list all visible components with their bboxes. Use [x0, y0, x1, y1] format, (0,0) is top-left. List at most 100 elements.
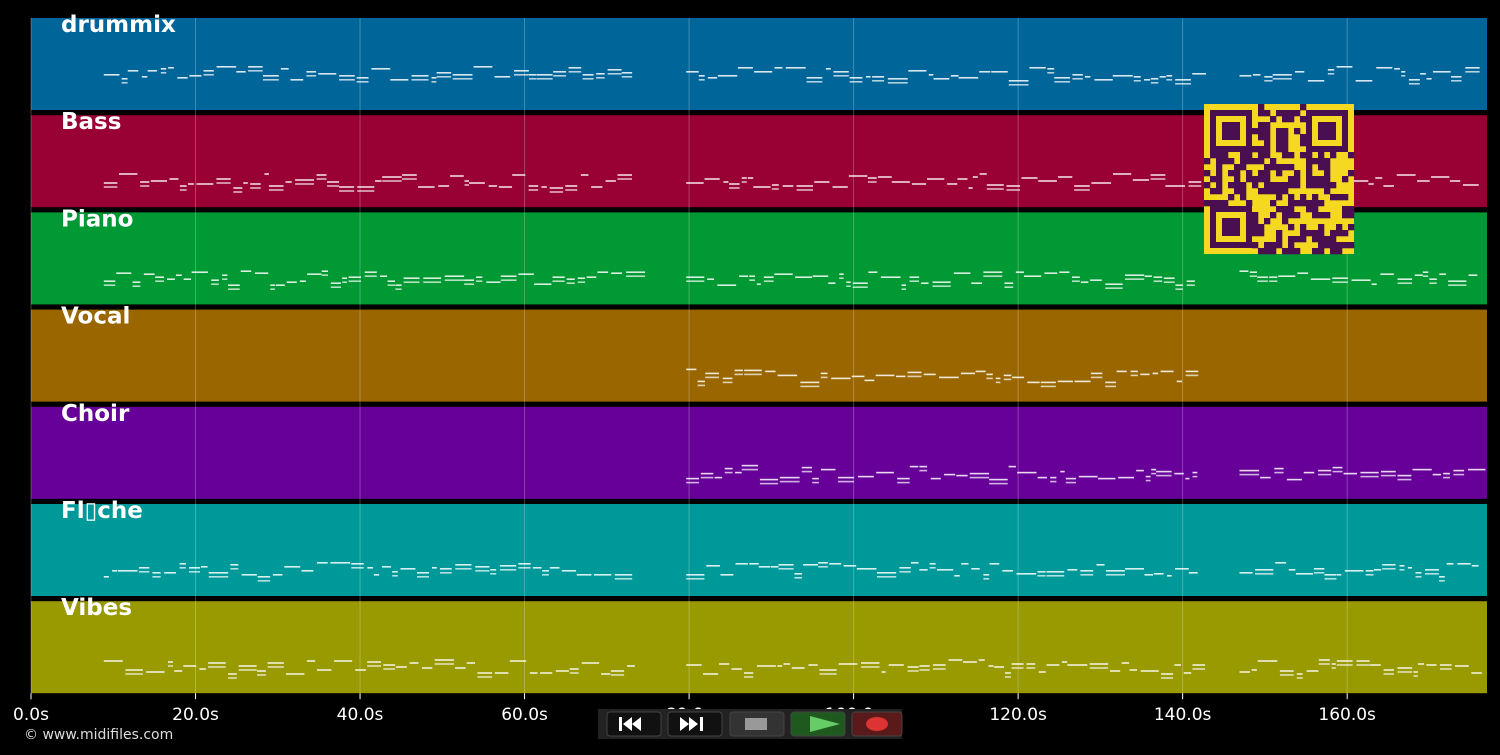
note — [1026, 667, 1036, 669]
note — [901, 288, 907, 290]
note — [686, 664, 702, 666]
note — [357, 190, 375, 192]
note — [812, 481, 819, 484]
note — [1132, 179, 1150, 181]
play-button[interactable] — [790, 711, 846, 737]
note — [626, 275, 646, 277]
qr-cell — [1312, 230, 1319, 237]
track-labels: drummix Bass Piano Vocal Choir Fl▯che Vibes — [61, 12, 176, 621]
qr-cell — [1228, 170, 1235, 177]
qr-cell — [1252, 212, 1259, 219]
note — [714, 476, 723, 479]
note — [494, 76, 511, 78]
qr-cell — [1276, 230, 1283, 237]
note — [1090, 372, 1103, 375]
note — [983, 275, 1003, 277]
note — [552, 276, 565, 278]
note — [103, 576, 109, 578]
track-lane — [31, 406, 1487, 499]
note — [614, 574, 633, 576]
note — [991, 71, 1008, 73]
note — [536, 78, 553, 80]
note — [1021, 177, 1038, 179]
note — [1408, 83, 1420, 85]
note — [1432, 71, 1451, 73]
record-button[interactable] — [851, 711, 903, 737]
tick-label: 0.0s — [13, 705, 49, 725]
note — [1174, 664, 1182, 666]
note — [887, 82, 908, 84]
note — [1091, 182, 1112, 184]
note — [175, 274, 182, 276]
forward-button[interactable] — [667, 711, 723, 737]
note — [228, 284, 240, 286]
note — [880, 276, 901, 278]
qr-cell — [1276, 236, 1283, 243]
qr-cell — [1276, 206, 1283, 213]
note — [899, 567, 911, 569]
note — [989, 482, 1008, 485]
note — [932, 281, 951, 283]
note — [995, 377, 1001, 380]
note — [717, 75, 738, 77]
stop-button[interactable] — [729, 711, 785, 737]
note — [617, 174, 633, 176]
note — [1252, 74, 1261, 76]
note — [1186, 280, 1195, 282]
note — [367, 665, 381, 667]
note — [383, 664, 396, 666]
note — [1047, 68, 1055, 70]
qr-cell — [1312, 236, 1319, 243]
note — [330, 562, 351, 564]
note — [317, 562, 328, 564]
qr-cell — [1234, 182, 1241, 189]
note — [1401, 71, 1406, 73]
qr-cell — [1252, 218, 1259, 225]
rewind-button[interactable] — [606, 711, 662, 737]
note — [216, 182, 231, 184]
note — [534, 283, 552, 285]
note — [280, 68, 289, 70]
qr-cell — [1288, 194, 1295, 201]
note — [1286, 478, 1302, 481]
qr-cell — [1288, 206, 1295, 213]
qr-cell — [1216, 200, 1223, 207]
note — [509, 660, 527, 662]
note — [301, 570, 314, 572]
note — [132, 285, 141, 287]
note — [971, 568, 980, 570]
note — [1279, 674, 1294, 676]
note — [1425, 573, 1439, 575]
note — [770, 566, 779, 568]
qr-cell — [1252, 242, 1259, 249]
qr-cell — [1282, 146, 1289, 153]
note — [1351, 279, 1371, 281]
note — [125, 669, 143, 671]
qr-cell — [1300, 104, 1307, 111]
qr-cell — [1282, 128, 1289, 135]
note — [876, 572, 897, 574]
qr-cell — [1258, 104, 1265, 111]
qr-cell — [1318, 182, 1325, 189]
note — [257, 670, 266, 672]
qr-cell — [1318, 152, 1325, 159]
note — [947, 183, 958, 185]
note — [216, 178, 231, 180]
note — [808, 664, 818, 666]
note — [321, 270, 328, 272]
note — [849, 81, 863, 83]
note — [1050, 476, 1057, 479]
note — [698, 79, 705, 81]
note — [927, 178, 945, 180]
note — [382, 176, 402, 178]
note — [1417, 663, 1425, 665]
note — [829, 563, 842, 565]
note — [1446, 563, 1454, 565]
note — [1038, 180, 1057, 182]
qr-cell — [1318, 158, 1325, 165]
note — [421, 667, 433, 669]
note — [838, 663, 858, 665]
note — [800, 381, 820, 384]
note — [1274, 467, 1284, 470]
note — [118, 173, 138, 175]
